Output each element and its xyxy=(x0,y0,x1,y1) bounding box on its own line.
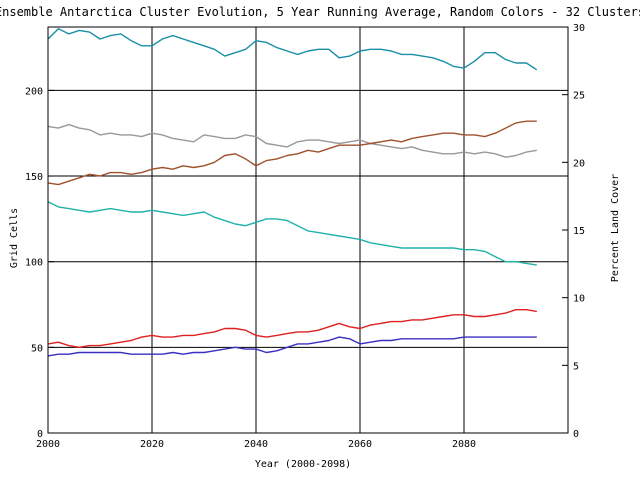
y-axis-label: Grid Cells xyxy=(9,208,20,268)
y2-tick-label: 25 xyxy=(573,91,585,102)
y2-tick-label: 20 xyxy=(573,158,585,169)
series-line-6 xyxy=(47,336,537,357)
y-tick-label: 150 xyxy=(25,172,43,183)
y2-tick-label: 0 xyxy=(573,429,579,440)
y2-axis-label: Percent Land Cover xyxy=(610,174,621,282)
chart-title: Ensemble Antarctica Cluster Evolution, 5… xyxy=(0,5,640,19)
y-tick-label: 100 xyxy=(25,258,43,269)
series-line-2 xyxy=(47,123,537,158)
y-tick-label: 200 xyxy=(25,86,43,97)
x-tick-label: 2060 xyxy=(348,439,372,450)
series-line-5 xyxy=(47,309,537,348)
x-axis-label: Year (2000-2098) xyxy=(255,459,351,470)
x-tick-label: 2040 xyxy=(244,439,268,450)
y-tick-label: 50 xyxy=(31,343,43,354)
series-line-3 xyxy=(47,120,537,186)
x-tick-label: 2000 xyxy=(36,439,60,450)
x-tick-label: 2080 xyxy=(452,439,476,450)
series-lines xyxy=(47,28,538,357)
y-tick-label: 0 xyxy=(37,429,43,440)
series-line-1 xyxy=(47,28,538,71)
series-line-4 xyxy=(47,201,537,266)
axes: 2000 2020 2040 2060 208005010015020005101520… xyxy=(25,23,585,450)
y2-tick-label: 15 xyxy=(573,226,585,237)
y2-tick-label: 10 xyxy=(573,294,585,305)
grid-lines xyxy=(48,27,568,433)
y2-tick-label: 30 xyxy=(573,23,585,34)
y2-tick-label: 5 xyxy=(573,361,579,372)
x-tick-label: 2020 xyxy=(140,439,164,450)
